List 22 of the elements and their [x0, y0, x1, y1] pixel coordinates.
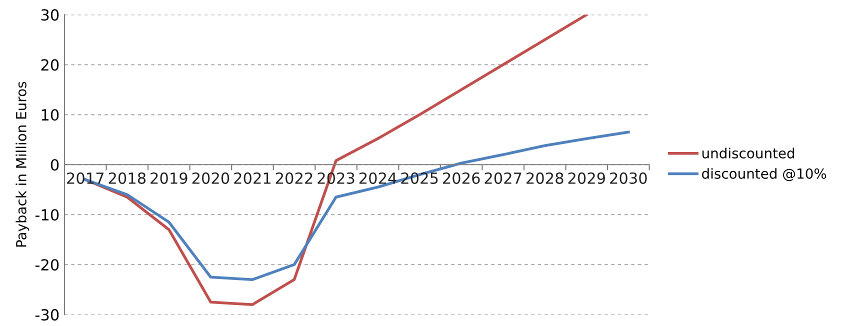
y-tick-label: 20	[41, 59, 59, 71]
x-tick-label: 2021	[234, 172, 270, 184]
x-tick-label: 2018	[108, 172, 146, 184]
legend-label: discounted @10%	[702, 168, 826, 182]
legend-label: undiscounted	[702, 148, 794, 158]
y-tick-label: 30	[41, 9, 59, 21]
x-tick-label: 2026	[443, 172, 480, 184]
y-tick-label: 10	[42, 109, 59, 121]
y-tick-label: -30	[35, 309, 59, 321]
y-tick-label: 0	[50, 159, 59, 171]
x-tick-label: 2019	[150, 172, 188, 184]
x-tick-label: 2027	[484, 172, 522, 184]
y-axis-title: Payback in Million Euros	[16, 82, 30, 247]
x-tick-label: 2020	[192, 172, 230, 184]
x-tick-label: 2028	[526, 172, 564, 184]
y-tick-label: -20	[35, 259, 59, 271]
x-tick-label: 2024	[359, 172, 396, 184]
y-tick-label: -10	[35, 209, 59, 221]
x-tick-label: 2029	[568, 172, 606, 184]
x-tick-label: 2022	[276, 172, 312, 184]
x-tick-label: 2017	[67, 172, 104, 184]
x-tick-label: 2030	[610, 172, 647, 184]
